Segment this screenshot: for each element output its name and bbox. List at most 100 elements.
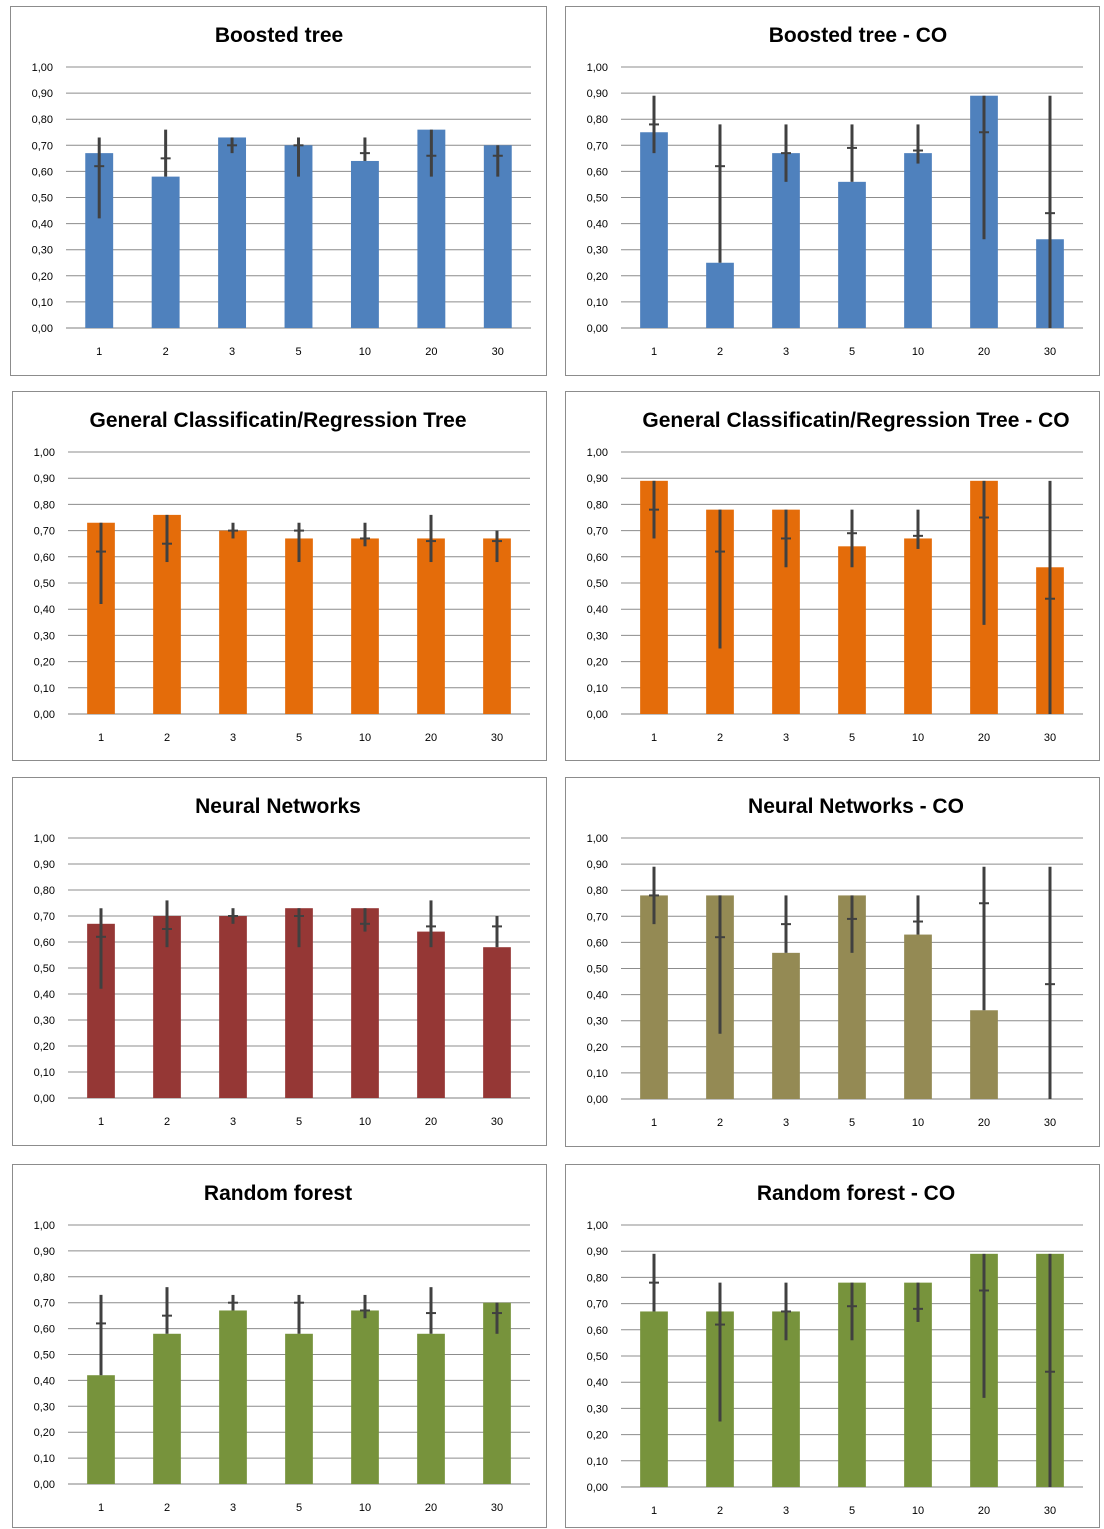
x-tick-label: 5 — [849, 732, 855, 744]
error-bar — [715, 124, 725, 263]
y-tick-label: 1,00 — [587, 62, 608, 74]
y-tick-label: 0,70 — [34, 911, 55, 923]
y-tick-label: 1,00 — [34, 1220, 55, 1232]
error-bar — [649, 866, 659, 925]
y-tick-label: 0,60 — [587, 552, 608, 564]
y-tick-label: 0,00 — [587, 709, 608, 721]
x-tick-label: 1 — [651, 346, 657, 358]
bar — [904, 538, 932, 714]
x-tick-label: 30 — [491, 732, 503, 744]
error-bar — [426, 514, 436, 563]
error-bar — [1045, 480, 1055, 714]
bar — [87, 1375, 115, 1484]
y-tick-label: 0,00 — [587, 323, 608, 335]
error-bar — [1045, 866, 1055, 1099]
error-bar — [847, 1282, 857, 1341]
y-tick-label: 0,50 — [34, 578, 55, 590]
x-tick-label: 2 — [164, 732, 170, 744]
x-tick-label: 2 — [163, 346, 169, 358]
y-tick-label: 0,10 — [587, 1068, 608, 1080]
bar — [285, 538, 313, 714]
error-bar — [426, 129, 437, 177]
x-tick-label: 20 — [978, 1505, 990, 1517]
y-tick-label: 0,20 — [34, 1041, 55, 1053]
x-tick-label: 5 — [296, 1116, 302, 1128]
error-bar — [492, 530, 502, 563]
error-bar — [492, 916, 502, 948]
y-tick-label: 0,90 — [34, 1246, 55, 1258]
error-bar — [715, 1282, 725, 1422]
error-bar — [359, 137, 370, 161]
y-tick-label: 0,10 — [587, 683, 608, 695]
y-tick-label: 0,70 — [34, 526, 55, 538]
bar — [772, 153, 800, 328]
chart-svg-neural-networks-co: Neural Networks - CO 0,00 0,10 0,20 0,30 0,4… — [587, 795, 1083, 1129]
bar — [838, 546, 866, 714]
chart-svg-neural-networks: Neural Networks 0,00 0,10 0,20 0,30 0,40 0,50… — [34, 795, 530, 1128]
y-tick-label: 0,50 — [587, 578, 608, 590]
y-tick-label: 0,40 — [34, 989, 55, 1001]
x-tick-label: 20 — [978, 346, 990, 358]
bar — [483, 538, 511, 714]
x-tick-label: 5 — [296, 732, 302, 744]
x-tick-label: 20 — [425, 732, 437, 744]
x-tick-label: 20 — [425, 1116, 437, 1128]
bar — [351, 1310, 379, 1484]
bar — [417, 931, 445, 1098]
x-tick-label: 2 — [717, 346, 723, 358]
x-tick-label: 10 — [359, 346, 371, 358]
y-tick-label: 0,70 — [32, 140, 53, 152]
y-tick-label: 0,30 — [34, 630, 55, 642]
x-tick-label: 1 — [98, 1502, 104, 1514]
error-bar — [360, 1294, 370, 1319]
x-tick-label: 10 — [912, 1505, 924, 1517]
x-tick-label: 3 — [230, 1502, 236, 1514]
chart-title: Random forest - CO — [757, 1182, 955, 1205]
error-bar — [293, 137, 304, 177]
error-bar — [913, 895, 923, 935]
chart-title: Random forest — [204, 1182, 352, 1205]
error-bar — [649, 480, 659, 539]
x-tick-label: 3 — [229, 346, 235, 358]
y-tick-label: 1,00 — [32, 62, 53, 74]
y-tick-label: 0,00 — [587, 1482, 608, 1494]
x-tick-label: 2 — [164, 1116, 170, 1128]
chart-svg-general-tree-co: General Classificatin/Regression Tree - … — [587, 409, 1083, 744]
x-tick-label: 5 — [849, 346, 855, 358]
x-tick-label: 1 — [98, 1116, 104, 1128]
y-tick-label: 0,20 — [587, 657, 608, 669]
error-bar — [979, 480, 989, 625]
x-tick-label: 1 — [96, 346, 102, 358]
y-tick-label: 1,00 — [587, 833, 608, 845]
x-tick-label: 30 — [1044, 732, 1056, 744]
chart-title: General Classificatin/Regression Tree - … — [642, 409, 1069, 432]
y-tick-label: 0,70 — [587, 140, 608, 152]
y-tick-label: 0,70 — [587, 911, 608, 923]
y-tick-label: 1,00 — [587, 1220, 608, 1232]
error-bar — [294, 908, 304, 948]
x-tick-label: 5 — [849, 1505, 855, 1517]
y-tick-label: 0,50 — [34, 1350, 55, 1362]
y-tick-label: 0,10 — [587, 1456, 608, 1468]
x-tick-label: 1 — [651, 732, 657, 744]
y-tick-label: 0,30 — [587, 1403, 608, 1415]
y-tick-label: 0,90 — [587, 859, 608, 871]
error-bar — [426, 900, 436, 948]
error-bar — [1045, 1253, 1055, 1487]
y-tick-label: 0,40 — [34, 604, 55, 616]
y-tick-label: 0,90 — [34, 473, 55, 485]
error-bar — [847, 124, 857, 182]
y-tick-label: 0,80 — [34, 885, 55, 897]
error-bar — [426, 1287, 436, 1334]
error-bar — [913, 1282, 923, 1322]
error-bar — [715, 509, 725, 649]
error-bar — [781, 509, 791, 568]
y-tick-label: 0,60 — [34, 1324, 55, 1336]
error-bar — [96, 522, 106, 604]
y-tick-label: 0,30 — [587, 630, 608, 642]
y-tick-label: 0,40 — [587, 219, 608, 231]
x-tick-label: 20 — [425, 346, 437, 358]
x-tick-label: 30 — [1044, 1505, 1056, 1517]
x-tick-label: 3 — [230, 1116, 236, 1128]
x-tick-label: 2 — [717, 1117, 723, 1129]
